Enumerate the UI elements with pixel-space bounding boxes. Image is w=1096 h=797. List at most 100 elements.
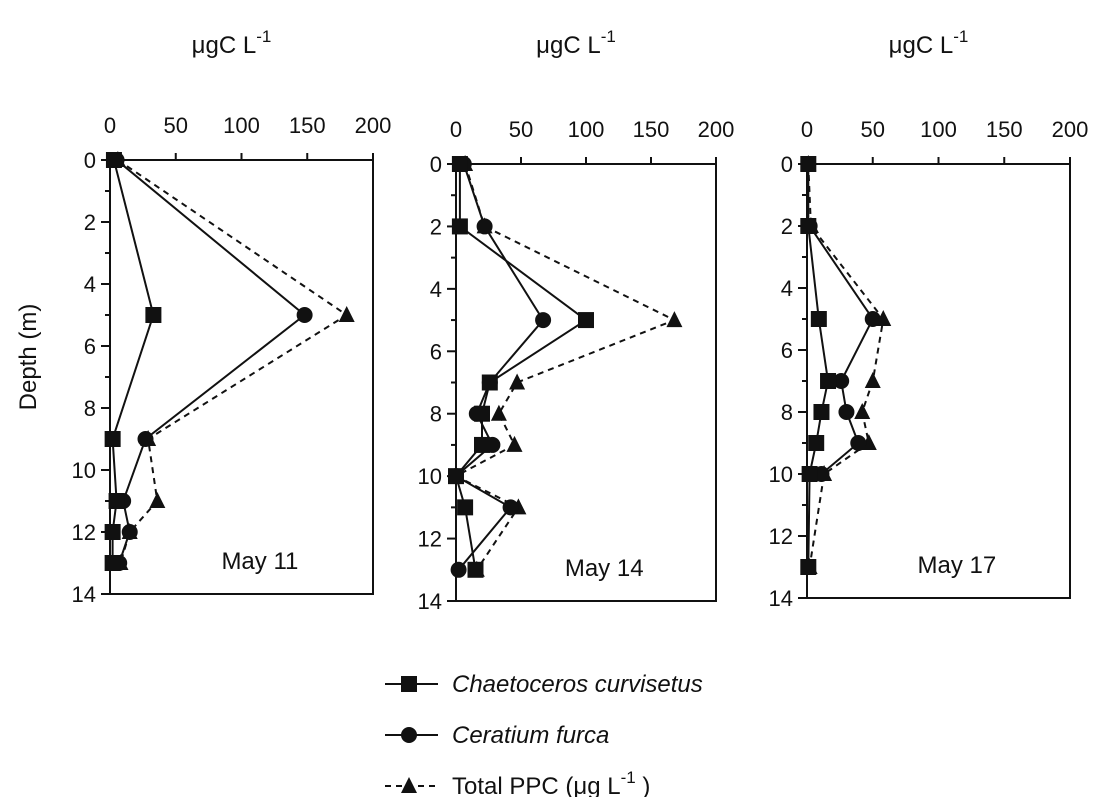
legend: Chaetoceros curvisetus Ceratium furca Tota… — [385, 671, 703, 797]
data-point-square — [813, 404, 830, 420]
y-tick-label: 2 — [430, 214, 442, 239]
data-point-circle — [296, 307, 313, 323]
data-point-square — [451, 156, 468, 172]
y-tick-label: 0 — [430, 152, 442, 177]
data-point-triangle — [490, 404, 507, 421]
data-point-square — [800, 218, 817, 234]
data-point-square — [578, 312, 594, 329]
data-point-square — [474, 436, 490, 453]
data-point-square — [800, 559, 817, 575]
data-point-triangle — [149, 492, 166, 508]
series-line — [808, 225, 874, 475]
data-point-circle — [535, 312, 552, 329]
x-tick-label: 200 — [1052, 117, 1089, 142]
chart-panel-3: 0 2 4 6 8 10 12 14 0 50 100 150 200 μgC L-1 May 17 — [769, 27, 1089, 611]
legend-marker-circle — [401, 727, 417, 743]
x-tick-label: 50 — [861, 117, 885, 142]
y-tick-label: 10 — [72, 458, 96, 483]
y-tick-label: 8 — [430, 402, 442, 427]
y-tick-label: 4 — [781, 276, 793, 301]
x-axis-label-exponent: -1 — [256, 27, 271, 46]
data-point-square — [448, 468, 464, 485]
y-tick-label: 4 — [84, 272, 96, 297]
series-line — [807, 163, 885, 568]
panel-date-label: May 14 — [565, 555, 644, 582]
y-axis-label: Depth (m) — [15, 304, 42, 411]
data-point-square — [810, 311, 827, 327]
x-axis-label-exponent: -1 — [953, 27, 968, 46]
data-point-square — [800, 156, 817, 172]
data-point-triangle — [854, 403, 871, 419]
plot-frame — [109, 159, 374, 595]
data-point-circle — [476, 218, 493, 235]
x-axis-label: μgC L-1 — [536, 27, 616, 59]
panel-date-label: May 11 — [221, 548, 298, 575]
data-point-triangle — [509, 373, 526, 390]
x-tick-label: 0 — [450, 117, 462, 142]
data-point-square — [104, 524, 121, 540]
y-tick-label: 12 — [769, 524, 793, 549]
x-tick-label: 50 — [164, 113, 188, 138]
legend-item-ceratium-furca: Ceratium furca — [385, 722, 609, 749]
data-point-circle — [502, 499, 519, 516]
x-tick-label: 150 — [633, 117, 670, 142]
x-tick-label: 150 — [986, 117, 1023, 142]
y-tick-label: 4 — [430, 277, 442, 302]
y-tick-label: 6 — [430, 339, 442, 364]
x-tick-label: 100 — [920, 117, 957, 142]
legend-label-tail: ) — [636, 773, 651, 797]
x-tick-label: 50 — [509, 117, 533, 142]
series-line — [453, 163, 677, 571]
y-tick-label: 14 — [769, 586, 793, 611]
data-point-square — [145, 307, 162, 323]
data-point-square — [105, 152, 122, 168]
data-point-circle — [838, 404, 855, 420]
y-tick-label: 14 — [72, 582, 96, 607]
x-tick-label: 100 — [223, 113, 260, 138]
data-point-square — [481, 374, 498, 391]
y-tick-label: 14 — [418, 589, 442, 614]
y-tick-label: 8 — [84, 396, 96, 421]
data-point-square — [820, 373, 837, 389]
data-point-circle — [121, 524, 138, 540]
legend-label: Total PPC (μg L-1 ) — [452, 768, 650, 797]
y-tick-label: 0 — [781, 152, 793, 177]
data-point-square — [104, 431, 121, 447]
legend-marker-triangle — [401, 777, 417, 793]
legend-label: Ceratium furca — [452, 722, 609, 749]
y-tick-label: 6 — [781, 338, 793, 363]
y-tick-label: 10 — [769, 462, 793, 487]
data-point-square — [808, 435, 825, 451]
chart-panel-2: 0 2 4 6 8 10 12 14 0 50 100 150 200 μgC L-1 May 14 — [418, 27, 735, 614]
data-point-circle — [137, 431, 154, 447]
x-tick-label: 100 — [568, 117, 605, 142]
y-tick-label: 10 — [418, 464, 442, 489]
x-axis-label-exponent: -1 — [601, 27, 616, 46]
data-point-circle — [833, 373, 850, 389]
x-tick-label: 150 — [289, 113, 326, 138]
data-point-triangle — [864, 372, 881, 388]
series-ceratium-furca — [808, 225, 874, 475]
data-point-circle — [864, 311, 881, 327]
x-tick-label: 0 — [801, 117, 813, 142]
series-total-ppc-g-l — [453, 163, 677, 571]
y-tick-label: 2 — [84, 210, 96, 235]
data-point-square — [108, 493, 125, 509]
panel-date-label: May 17 — [918, 552, 997, 579]
x-axis-label: μgC L-1 — [889, 27, 969, 59]
data-point-circle — [450, 561, 467, 578]
x-tick-label: 200 — [698, 117, 735, 142]
y-tick-label: 0 — [84, 148, 96, 173]
data-point-square — [801, 466, 818, 482]
y-tick-label: 2 — [781, 214, 793, 239]
data-point-triangle — [506, 435, 523, 452]
y-tick-label: 8 — [781, 400, 793, 425]
data-point-circle — [850, 435, 867, 451]
y-tick-label: 12 — [72, 520, 96, 545]
data-point-square — [457, 499, 474, 516]
series-total-ppc-g-l — [807, 163, 885, 568]
x-axis-label: μgC L-1 — [192, 27, 272, 59]
legend-marker-square — [401, 676, 417, 692]
